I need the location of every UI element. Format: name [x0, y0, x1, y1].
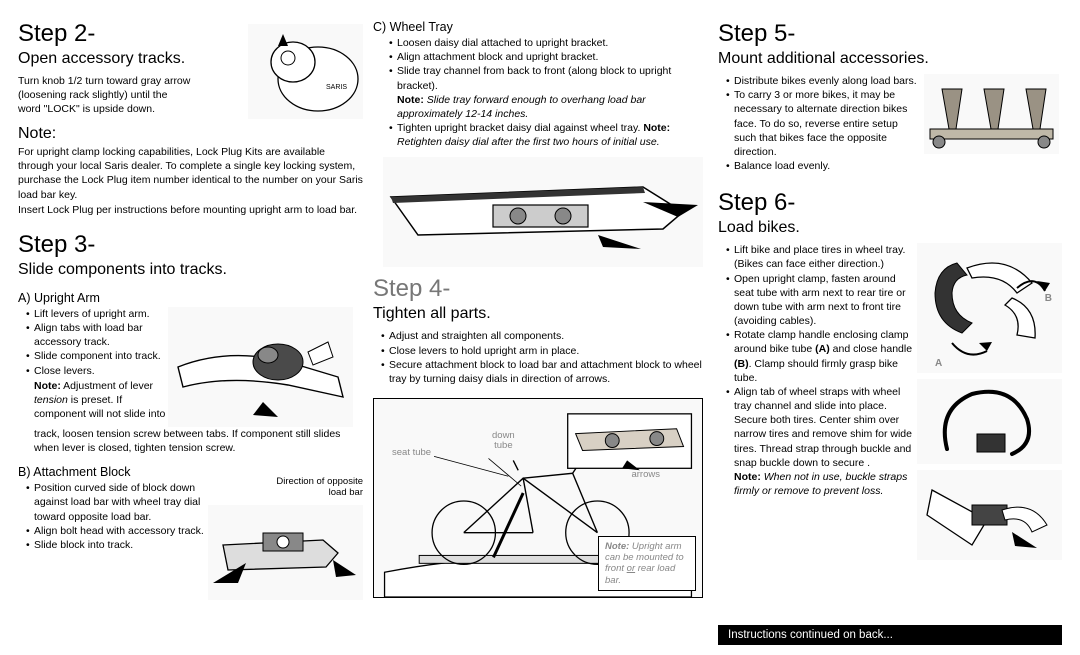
list-item: Slide block into track.: [26, 538, 208, 552]
callout-box: Note: Upright arm can be mounted to fron…: [598, 536, 696, 592]
list-item: To carry 3 or more bikes, it may be nece…: [726, 88, 918, 159]
step2-text: Turn knob 1/2 turn toward gray arrow (lo…: [18, 74, 193, 117]
list-item: Align bolt head with accessory track.: [26, 524, 208, 538]
note-text2: Insert Lock Plug per instructions before…: [18, 203, 363, 217]
list-item: Slide tray channel from back to front (a…: [389, 64, 708, 92]
list-item: Rotate clamp handle enclosing clamp arou…: [726, 328, 913, 385]
step3a-heading: A) Upright Arm: [18, 291, 363, 305]
step3b-list: Position curved side of block down again…: [18, 481, 208, 552]
note-label: Note:: [18, 125, 363, 143]
step6-list: Lift bike and place tires in wheel tray.…: [718, 243, 913, 470]
seat-tube-label: seat tube: [392, 447, 431, 458]
wheel-tray-illustration: [383, 157, 703, 267]
direction-label: Direction of oppositeload bar: [276, 477, 363, 498]
list-item: Tighten upright bracket daisy dial again…: [389, 121, 708, 149]
list-item: Lift levers of upright arm.: [26, 307, 168, 321]
list-item: Loosen daisy dial attached to upright br…: [389, 36, 708, 50]
step3a-list: Lift levers of upright arm. Align tabs w…: [18, 307, 168, 378]
bike-diagram: seat tube downtube arrows Note: Upright …: [373, 398, 703, 598]
list-item: Position curved side of block down again…: [26, 481, 208, 524]
list-item: Align tab of wheel straps with wheel tra…: [726, 385, 913, 470]
step2-sub: Open accessory tracks.: [18, 50, 248, 68]
list-item: Balance load evenly.: [726, 159, 918, 173]
step3a-note-cont: track, loosen tension screw between tabs…: [18, 427, 363, 455]
step3-sub: Slide components into tracks.: [18, 261, 363, 279]
list-item: Close levers to hold upright arm in plac…: [381, 344, 708, 358]
step2-block: Step 2- Open accessory tracks. Turn knob…: [18, 20, 363, 119]
step4-list: Adjust and straighten all components. Cl…: [373, 329, 708, 386]
step6-sub: Load bikes.: [718, 219, 1062, 237]
footer-bar: Instructions continued on back...: [718, 625, 1062, 645]
down-tube-label: downtube: [492, 431, 515, 450]
step3c-list: Loosen daisy dial attached to upright br…: [373, 36, 708, 93]
step5-sub: Mount additional accessories.: [718, 50, 1062, 68]
knob-illustration: SARIS: [248, 24, 363, 119]
note-text1: For upright clamp locking capabilities, …: [18, 145, 363, 202]
list-item: Slide component into track.: [26, 349, 168, 363]
step3c-list2: Tighten upright bracket daisy dial again…: [373, 121, 708, 149]
list-item: Distribute bikes evenly along load bars.: [726, 74, 918, 88]
list-item: Align attachment block and upright brack…: [389, 50, 708, 64]
label-b: B: [1045, 293, 1052, 304]
clamp-illustration: A B: [917, 243, 1062, 373]
step3a-note-start: Note: Adjustment of lever tension is pre…: [18, 379, 168, 422]
step4-sub: Tighten all parts.: [373, 305, 708, 323]
list-item: Adjust and straighten all components.: [381, 329, 708, 343]
list-item: Secure attachment block to load bar and …: [381, 358, 708, 386]
strap-illustration-2: [917, 470, 1062, 560]
step6-title: Step 6-: [718, 189, 1062, 217]
attachment-block-illustration: [208, 505, 363, 600]
list-item: Lift bike and place tires in wheel tray.…: [726, 243, 913, 271]
step5-list: Distribute bikes evenly along load bars.…: [718, 74, 918, 173]
step4-title: Step 4-: [373, 275, 708, 303]
step6-note: Note: When not in use, buckle straps fir…: [718, 470, 913, 498]
bikes-on-bar-illustration: [924, 74, 1059, 154]
strap-illustration-1: [917, 379, 1062, 464]
arrows-label: arrows: [631, 469, 660, 480]
upright-arm-illustration: [168, 307, 353, 427]
list-item: Open upright clamp, fasten around seat t…: [726, 272, 913, 329]
label-a: A: [935, 358, 942, 369]
step2-title: Step 2-: [18, 20, 248, 48]
svg-text:SARIS: SARIS: [326, 84, 347, 91]
step3c-note1: Note: Slide tray forward enough to overh…: [373, 93, 708, 121]
list-item: Close levers.: [26, 364, 168, 378]
step5-title: Step 5-: [718, 20, 1062, 48]
list-item: Align tabs with load bar accessory track…: [26, 321, 168, 349]
step3c-heading: C) Wheel Tray: [373, 20, 708, 34]
step3-title: Step 3-: [18, 231, 363, 259]
